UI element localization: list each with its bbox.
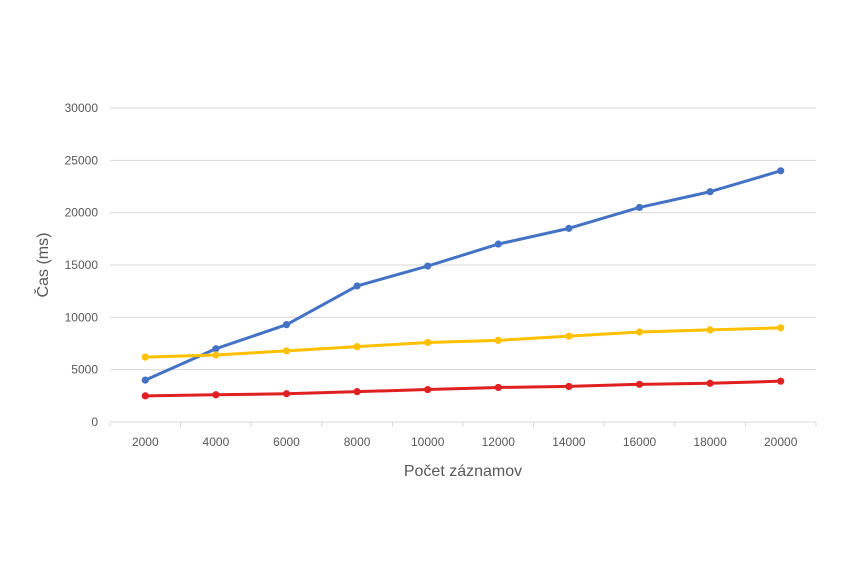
data-point	[565, 224, 573, 232]
data-point	[141, 376, 149, 384]
y-tick-label: 20000	[65, 206, 99, 220]
x-tick-label: 6000	[273, 435, 300, 449]
data-point	[635, 203, 644, 212]
data-point	[777, 167, 785, 175]
data-point	[282, 390, 291, 398]
x-tick-label: 10000	[411, 435, 445, 449]
data-point	[212, 351, 220, 359]
data-point	[706, 326, 714, 334]
x-tick-label: 4000	[203, 435, 230, 449]
data-point	[635, 380, 644, 388]
x-tick-label: 2000	[132, 435, 159, 449]
x-tick-label: 8000	[344, 435, 371, 449]
series-lines	[143, 169, 783, 398]
data-point	[282, 347, 291, 355]
y-axis-tick-labels: 0 5000 10000 15000 20000 25000 30000	[65, 101, 99, 429]
data-point	[494, 240, 502, 248]
data-point	[212, 345, 220, 353]
data-point	[424, 262, 432, 270]
data-point	[494, 336, 502, 344]
data-point	[777, 324, 785, 332]
x-tick-label: 20000	[764, 435, 798, 449]
y-tick-label: 30000	[65, 101, 99, 115]
data-point	[494, 383, 502, 392]
series-points	[141, 167, 785, 400]
y-tick-label: 15000	[65, 258, 99, 272]
y-tick-label: 10000	[65, 310, 99, 324]
x-tick-label: 18000	[693, 435, 727, 449]
data-point	[706, 379, 714, 387]
x-axis-tick-labels: 2000 4000 6000 8000 10000 12000 14000 16000 1800…	[132, 435, 798, 449]
data-point	[565, 332, 573, 340]
data-point	[141, 392, 149, 400]
data-point	[777, 377, 785, 385]
series-line-3	[143, 379, 783, 398]
x-axis-title: Počet záznamov	[404, 463, 522, 480]
y-axis-title: Čas (ms)	[33, 233, 52, 298]
gridlines	[110, 107, 816, 371]
series-line-1	[143, 169, 783, 382]
data-point	[141, 353, 149, 361]
y-tick-label: 5000	[71, 363, 98, 377]
data-point	[565, 382, 573, 391]
axes	[109, 421, 817, 427]
data-point	[635, 328, 644, 336]
x-tick-label: 14000	[552, 435, 586, 449]
data-point	[424, 385, 432, 394]
data-point	[424, 338, 432, 347]
series-line-2	[143, 326, 783, 359]
data-point	[706, 188, 714, 196]
data-point	[353, 343, 361, 351]
x-tick-label: 12000	[482, 435, 516, 449]
data-point	[282, 321, 291, 329]
y-tick-label: 0	[91, 415, 98, 429]
data-point	[353, 282, 361, 290]
data-point	[353, 388, 361, 396]
x-tick-label: 16000	[623, 435, 657, 449]
data-point	[212, 391, 220, 399]
y-tick-label: 25000	[65, 153, 99, 167]
